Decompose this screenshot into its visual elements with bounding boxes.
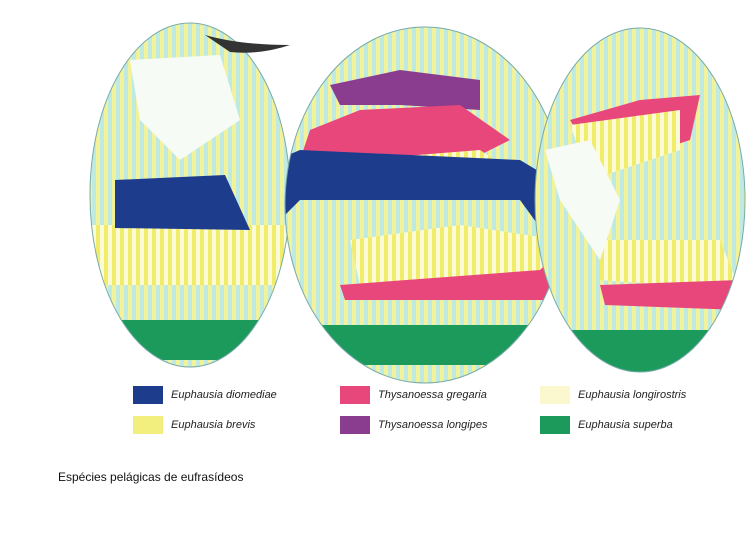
legend-swatch: [540, 416, 570, 434]
legend-label: Euphausia diomediae: [171, 389, 277, 401]
legend-label: Euphausia longirostris: [578, 389, 687, 401]
legend-label: Euphausia superba: [578, 419, 673, 431]
legend-swatch: [133, 386, 163, 404]
legend-label: Euphausia brevis: [171, 419, 256, 431]
legend-label: Thysanoessa gregaria: [378, 389, 487, 401]
legend-swatch: [340, 416, 370, 434]
legend-swatch: [133, 416, 163, 434]
legend-swatch: [540, 386, 570, 404]
map: [89, 22, 746, 384]
legend-swatch: [340, 386, 370, 404]
legend-label: Thysanoessa longipes: [378, 419, 488, 431]
legend: Euphausia diomediae Euphausia brevis Thysa…: [133, 386, 687, 434]
caption: Espécies pelágicas de eufrasídeos: [58, 470, 243, 484]
